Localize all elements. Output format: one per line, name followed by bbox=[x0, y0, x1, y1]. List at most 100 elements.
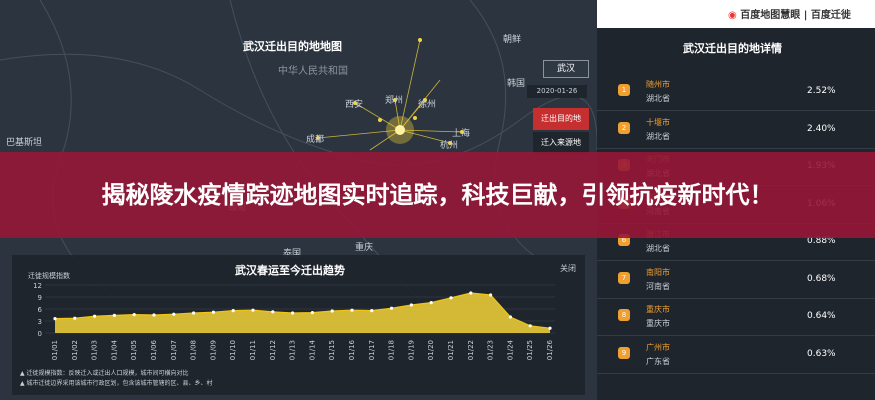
tab-button[interactable]: 迁入来源地 bbox=[533, 132, 589, 154]
share-value: 0.88% bbox=[807, 236, 836, 246]
place: 西安 bbox=[345, 100, 364, 110]
x-tick-label: 01/23 bbox=[487, 340, 495, 360]
y-tick-label: 12 bbox=[33, 282, 42, 290]
logo: ◉ 百度地图慧眼 | 百度迁徙 bbox=[728, 10, 851, 21]
share-value: 0.63% bbox=[807, 348, 836, 359]
x-tick-label: 01/04 bbox=[110, 339, 118, 360]
x-tick-label: 01/11 bbox=[249, 340, 257, 360]
note-text: 城市迁徙边界采用该城市行政区划，包含该城市管辖的区、县、乡、村 bbox=[26, 380, 213, 387]
province-name: 湖北省 bbox=[646, 94, 670, 103]
share-value: 2.52% bbox=[807, 86, 836, 96]
rank-badge: 2 bbox=[618, 121, 630, 134]
trend-point bbox=[93, 314, 97, 318]
x-tick-label: 01/17 bbox=[368, 340, 376, 360]
x-tick-label: 01/03 bbox=[91, 340, 99, 360]
province-name: 湖北省 bbox=[646, 244, 670, 253]
trend-point bbox=[370, 309, 374, 313]
header-bar bbox=[597, 0, 875, 28]
x-tick-label: 01/07 bbox=[170, 340, 178, 360]
x-tick-label: 01/22 bbox=[467, 340, 475, 360]
share-value: 0.64% bbox=[807, 311, 836, 321]
detail-row[interactable]: 2 十堰市 湖北省 2.40% bbox=[597, 112, 875, 149]
y-axis-label: 迁徙规模指数 bbox=[28, 272, 70, 280]
trend-title: 武汉春运至今迁出趋势 bbox=[235, 264, 345, 277]
trend-chart: 0 3 6 9 12 01/01 01/02 01/03 01/04 01/05 01/06 01/0… bbox=[33, 282, 555, 360]
rank-badge: 1 bbox=[618, 84, 630, 96]
trend-line bbox=[54, 292, 551, 329]
trend-point bbox=[390, 306, 394, 310]
place: 韩国 bbox=[507, 79, 526, 89]
map-title: 武汉迁出目的地地图 bbox=[243, 40, 342, 53]
trend-point bbox=[172, 312, 176, 316]
date-select[interactable]: 2020-01-26 bbox=[527, 85, 587, 98]
province-name: 湖北省 bbox=[646, 131, 670, 141]
place: 朝鲜 bbox=[503, 35, 522, 45]
product-name: 百度迁徙 bbox=[810, 10, 851, 21]
place: 杭州 bbox=[440, 141, 459, 151]
place: 徐州 bbox=[418, 100, 437, 110]
x-tick-label: 01/12 bbox=[269, 340, 277, 360]
trend-point bbox=[508, 315, 512, 319]
city-select[interactable]: 武汉 bbox=[543, 60, 589, 78]
detail-row[interactable]: 1 随州市湖北省 2.52% bbox=[597, 74, 875, 111]
detail-row[interactable]: 9 广州市 广东省 0.63% bbox=[597, 337, 875, 374]
trend-point bbox=[489, 293, 493, 297]
y-tick-label: 0 bbox=[38, 330, 42, 338]
logo-text: 百度地图慧眼 bbox=[740, 10, 801, 21]
close-button[interactable]: 关闭 bbox=[560, 264, 576, 273]
tab-button[interactable]: 迁出目的地 bbox=[533, 108, 589, 130]
city-name: 随州市 bbox=[646, 80, 670, 89]
place: 成都 bbox=[306, 135, 325, 145]
x-tick-label: 01/10 bbox=[229, 340, 237, 360]
trend-point bbox=[409, 303, 413, 307]
detail-row[interactable]: 7 南阳市河南省 0.68% bbox=[597, 262, 875, 299]
trend-point bbox=[548, 326, 552, 330]
x-tick-label: 01/24 bbox=[506, 339, 514, 360]
x-tick-label: 01/01 bbox=[51, 340, 59, 360]
note: ▲ 城市迁徙边界采用该城市行政区划，包含该城市管辖的区、县、乡、村 bbox=[20, 380, 213, 387]
city-name: 广州市 bbox=[646, 342, 670, 352]
y-tick-label: 6 bbox=[38, 306, 43, 314]
province-name: 重庆市 bbox=[646, 319, 670, 328]
trend-point bbox=[429, 301, 433, 305]
trend-point bbox=[350, 308, 354, 312]
trend-point bbox=[449, 296, 453, 300]
x-tick-label: 01/02 bbox=[71, 340, 79, 360]
logo-icon: ◉ bbox=[728, 10, 737, 21]
place: 巴基斯坦 bbox=[6, 138, 43, 148]
x-tick-label: 01/21 bbox=[447, 340, 455, 360]
trend-point bbox=[330, 309, 334, 313]
banner: 揭秘陵水疫情踪迹地图实时追踪，科技巨献，引领抗疫新时代！ bbox=[0, 152, 875, 238]
trend-point bbox=[469, 291, 473, 295]
share-value: 2.40% bbox=[807, 123, 836, 134]
province-name: 河南省 bbox=[646, 281, 670, 291]
city-name: 重庆市 bbox=[646, 305, 670, 314]
y-tick-label: 3 bbox=[38, 318, 42, 326]
detail-row[interactable]: 8 重庆市 重庆市 0.64% bbox=[597, 299, 875, 336]
place: 上海 bbox=[452, 129, 471, 139]
trend-point bbox=[211, 310, 215, 314]
trend-point bbox=[132, 313, 136, 317]
trend-point bbox=[528, 324, 532, 328]
city-name: 南阳市 bbox=[646, 267, 670, 277]
trend-point bbox=[310, 311, 314, 315]
x-tick-label: 01/13 bbox=[289, 340, 297, 360]
rank-badge: 7 bbox=[618, 271, 630, 284]
share-value: 0.68% bbox=[807, 273, 836, 284]
trend-point bbox=[251, 308, 255, 312]
place: 郑州 bbox=[385, 96, 404, 106]
x-tick-label: 01/06 bbox=[150, 339, 158, 360]
detail-title: 武汉迁出目的地详情 bbox=[683, 42, 782, 55]
x-tick-label: 01/16 bbox=[348, 339, 356, 360]
trend-point bbox=[152, 313, 156, 317]
trend-point bbox=[231, 309, 235, 313]
note: ▲ 迁徙规模指数：反映迁入或迁出人口规模，城市间可横向对比 bbox=[20, 370, 189, 377]
trend-point bbox=[112, 313, 116, 317]
trend-point bbox=[291, 311, 295, 315]
place: 重庆 bbox=[355, 243, 374, 253]
rank-badge: 8 bbox=[618, 309, 630, 321]
trend-point bbox=[271, 310, 275, 314]
x-tick-label: 01/08 bbox=[190, 340, 198, 360]
place: 中华人民共和国 bbox=[278, 66, 348, 77]
